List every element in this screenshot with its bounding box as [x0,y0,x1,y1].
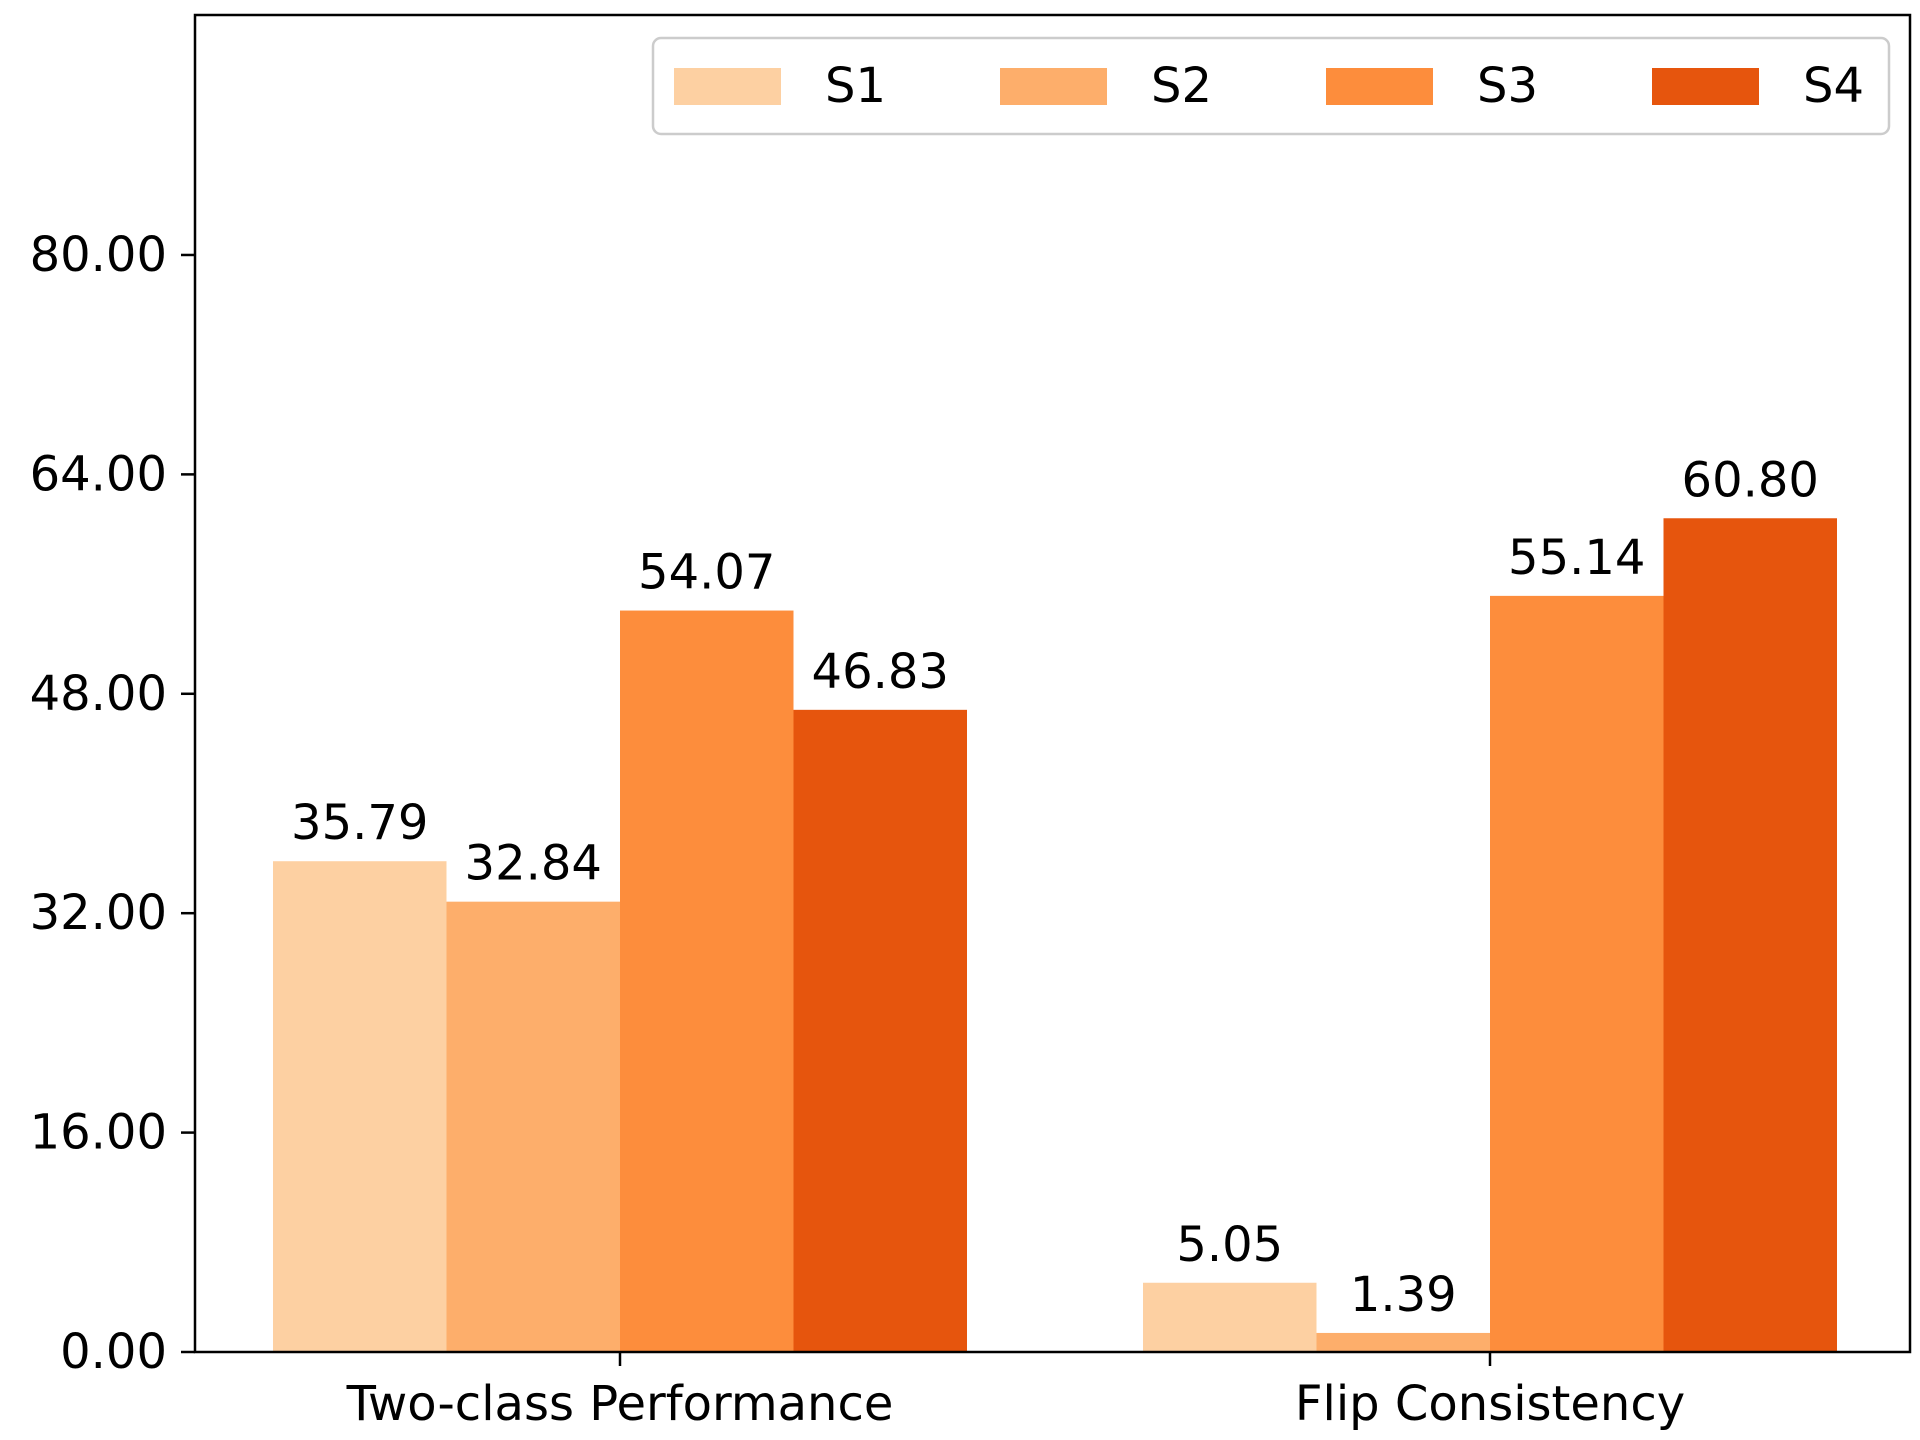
legend-box [651,36,1891,136]
data-label: 60.80 [1682,452,1819,508]
bar-s4 [1663,518,1837,1352]
legend-swatch-s4 [1652,68,1759,105]
data-label: 46.83 [812,644,949,700]
y-tick-label: 64.00 [30,446,167,502]
bar-s3 [1490,595,1664,1352]
bar-s2 [446,901,620,1352]
y-tick-label: 32.00 [30,885,167,941]
x-tick-label: Two-class Performance [346,1376,894,1432]
bars-group [273,518,1837,1352]
plot-frame [193,13,1912,1354]
y-tick-label: 80.00 [30,227,167,283]
data-label: 54.07 [638,545,775,601]
y-axis: 0.00 16.00 32.00 48.00 64.00 80.00 [30,227,195,1380]
bar-s4 [793,709,967,1352]
y-tick-label: 16.00 [30,1105,167,1161]
legend-label-s2: S2 [1151,58,1212,114]
legend-swatch-s1 [674,68,781,105]
legend: S1 S2 S3 S4 [651,36,1891,136]
legend-swatch-s3 [1326,68,1433,105]
bar-s1 [273,861,447,1352]
y-tick-label: 48.00 [30,666,167,722]
bar-s2 [1316,1332,1490,1352]
data-label: 5.05 [1176,1217,1283,1273]
bar-s3 [620,610,794,1352]
data-labels-group: 35.79 5.05 32.84 1.39 54.07 55.14 46.83 60.80 [291,452,1819,1323]
legend-label-s3: S3 [1477,58,1538,114]
x-tick-label: Flip Consistency [1295,1376,1685,1432]
legend-label-s4: S4 [1803,58,1864,114]
data-label: 35.79 [291,795,428,851]
legend-swatch-s2 [1000,68,1107,105]
x-axis: Two-class Performance Flip Consistency [346,1352,1685,1432]
bar-s1 [1143,1282,1317,1352]
y-tick-label: 0.00 [60,1324,167,1380]
data-label: 55.14 [1508,530,1645,586]
data-label: 32.84 [465,836,602,892]
legend-label-s1: S1 [825,58,886,114]
data-label: 1.39 [1350,1267,1457,1323]
